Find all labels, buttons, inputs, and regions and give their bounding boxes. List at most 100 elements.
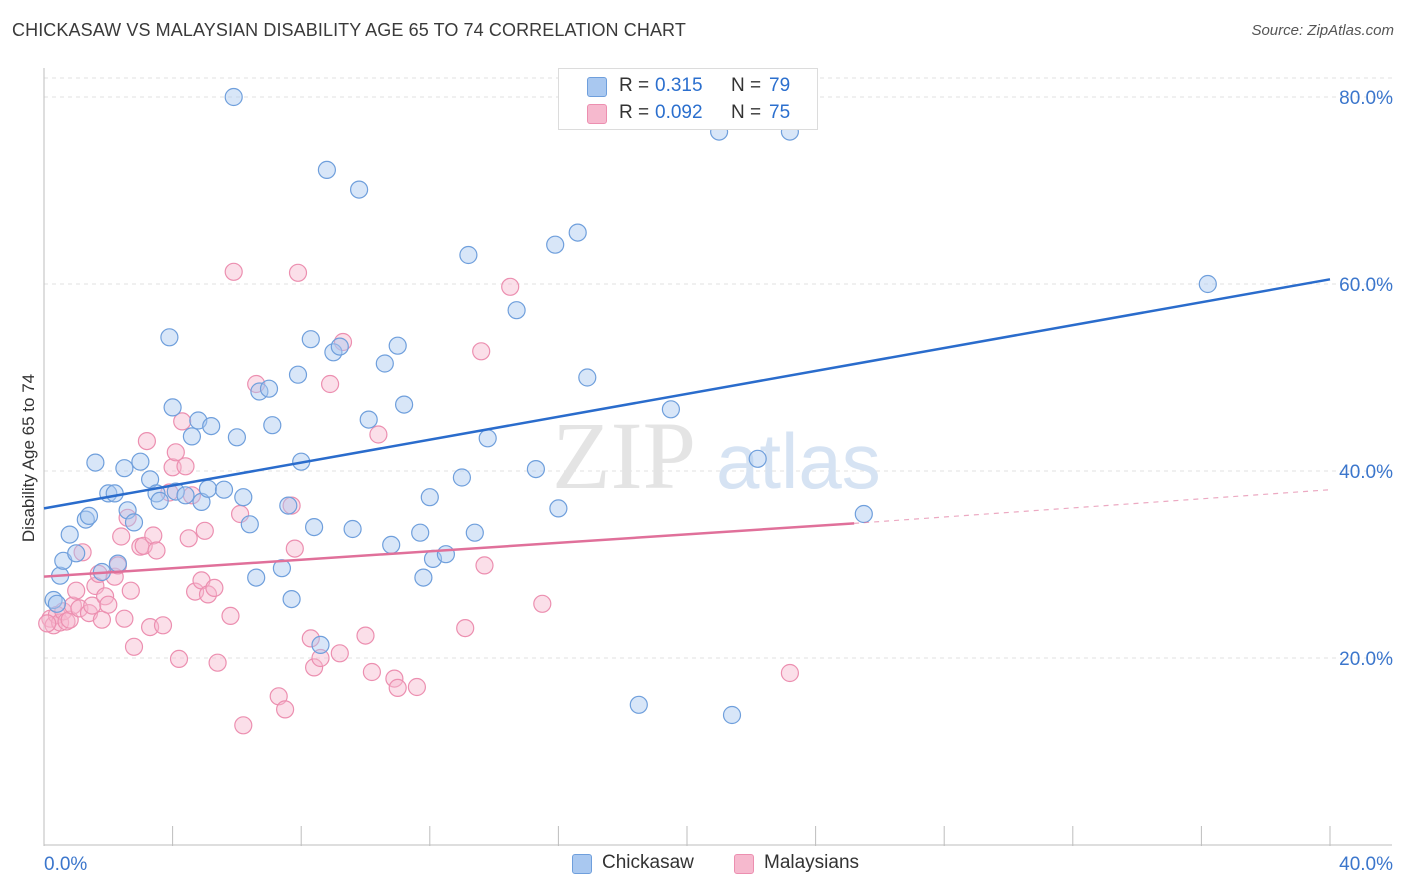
n-label: N = — [731, 102, 762, 123]
y-tick-label: 40.0% — [1339, 462, 1393, 483]
x-tick-label: 40.0% — [1339, 854, 1393, 875]
data-point-chickasaw — [311, 635, 330, 655]
data-point-malaysians — [311, 648, 330, 668]
data-point-chickasaw — [240, 515, 259, 534]
data-point-malaysians — [362, 662, 381, 682]
data-point-chickasaw — [227, 428, 246, 447]
data-point-chickasaw — [259, 379, 279, 398]
data-point-chickasaw — [452, 468, 471, 487]
watermark: ZIP atlas — [552, 402, 881, 509]
data-point-chickasaw — [388, 336, 407, 355]
data-point-chickasaw — [79, 506, 99, 526]
data-point-chickasaw — [124, 513, 144, 532]
data-point-malaysians — [166, 443, 185, 462]
data-point-malaysians — [305, 658, 324, 677]
y-tick-label: 60.0% — [1339, 275, 1393, 296]
data-point-malaysians — [137, 432, 156, 451]
data-point-chickasaw — [263, 416, 282, 435]
data-point-malaysians — [38, 614, 57, 633]
data-point-malaysians — [472, 342, 491, 361]
data-point-malaysians — [176, 457, 195, 476]
data-point-malaysians — [124, 637, 144, 656]
x-tick-label: 0.0% — [44, 854, 87, 875]
data-point-malaysians — [321, 374, 340, 394]
data-point-chickasaw — [375, 354, 394, 373]
n-value: 75 — [769, 102, 791, 123]
trend-line-chickasaw — [43, 278, 1331, 510]
data-point-chickasaw — [330, 337, 349, 356]
data-point-malaysians — [118, 508, 137, 527]
data-point-chickasaw — [198, 479, 218, 498]
data-point-chickasaw — [301, 330, 320, 349]
y-axis-title-wrap: Disability Age 65 to 74 — [14, 320, 44, 600]
data-point-malaysians — [173, 412, 192, 431]
data-point-chickasaw — [854, 504, 873, 524]
data-point-chickasaw — [47, 594, 67, 613]
data-point-chickasaw — [459, 245, 478, 265]
data-point-chickasaw — [224, 87, 243, 107]
data-point-chickasaw — [748, 449, 767, 468]
data-point-malaysians — [533, 594, 552, 613]
data-point-chickasaw — [105, 484, 124, 503]
watermark-zip: ZIP — [552, 402, 696, 509]
data-point-malaysians — [169, 649, 189, 669]
data-point-chickasaw — [382, 535, 401, 555]
swatch-malaysians — [734, 854, 754, 874]
data-point-chickasaw — [478, 429, 497, 448]
data-point-chickasaw — [160, 328, 179, 347]
data-point-chickasaw — [214, 480, 234, 499]
data-point-malaysians — [501, 277, 520, 296]
data-point-malaysians — [475, 556, 494, 575]
data-point-chickasaw — [182, 427, 201, 446]
data-point-chickasaw — [115, 459, 134, 478]
data-point-malaysians — [195, 521, 214, 540]
y-tick-label: 80.0% — [1339, 88, 1393, 109]
data-point-malaysians — [288, 263, 308, 282]
data-point-malaysians — [456, 618, 475, 638]
data-point-malaysians — [234, 716, 253, 735]
swatch-chickasaw — [572, 854, 592, 874]
data-point-malaysians — [388, 678, 407, 698]
data-point-chickasaw — [546, 235, 565, 254]
y-axis-title: Disability Age 65 to 74 — [19, 373, 38, 543]
data-point-chickasaw — [176, 486, 195, 505]
data-point-malaysians — [112, 527, 131, 546]
data-point-chickasaw — [411, 523, 430, 542]
data-point-chickasaw — [279, 496, 298, 515]
data-point-chickasaw — [305, 517, 324, 537]
legend-label-malaysians: Malaysians — [764, 852, 860, 873]
series-malaysians-points — [38, 262, 800, 735]
data-point-chickasaw — [166, 482, 185, 501]
data-point-chickasaw — [578, 368, 597, 387]
data-point-chickasaw — [436, 545, 455, 564]
watermark-atlas: atlas — [716, 417, 881, 505]
y-tick-label: 20.0% — [1339, 649, 1393, 670]
swatch-chickasaw — [587, 77, 607, 97]
source-credit: Source: ZipAtlas.com — [1251, 22, 1394, 39]
data-point-malaysians — [121, 581, 140, 600]
data-point-malaysians — [99, 595, 118, 614]
r-label: R = — [619, 102, 650, 123]
data-point-malaysians — [198, 585, 218, 604]
trend-line-malaysians — [43, 522, 855, 578]
data-point-malaysians — [224, 262, 243, 281]
data-point-malaysians — [369, 425, 388, 444]
gridlines — [44, 77, 1392, 659]
data-point-malaysians — [92, 610, 112, 629]
data-point-chickasaw — [272, 559, 291, 578]
data-point-malaysians — [285, 539, 304, 558]
r-value: 0.092 — [655, 102, 703, 123]
data-point-chickasaw — [131, 452, 150, 471]
r-label: R = — [619, 75, 650, 96]
data-point-chickasaw — [722, 705, 742, 725]
trend-lines — [43, 278, 1331, 578]
data-point-chickasaw — [549, 499, 568, 518]
data-point-chickasaw — [108, 554, 128, 573]
data-point-malaysians — [57, 612, 76, 631]
data-point-malaysians — [330, 644, 349, 663]
legend-label-chickasaw: Chickasaw — [602, 852, 694, 873]
data-point-malaysians — [179, 529, 198, 548]
data-point-malaysians — [301, 629, 320, 648]
data-point-malaysians — [67, 581, 86, 600]
data-point-malaysians — [83, 596, 102, 615]
